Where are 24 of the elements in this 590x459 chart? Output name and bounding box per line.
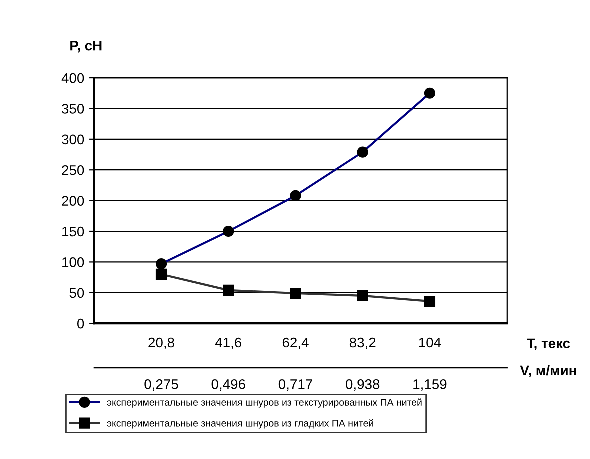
x2-tick-label: 0,938 bbox=[346, 380, 380, 391]
y-tick-label: 350 bbox=[62, 104, 84, 114]
y-tick-label: 100 bbox=[62, 258, 84, 268]
x-tick-label: 41,6 bbox=[215, 338, 242, 350]
y-tick-label: 200 bbox=[62, 196, 84, 206]
x-tick-label: 104 bbox=[419, 338, 442, 348]
legend-label: экспериментальные значения шнуров из текстурированных ПА нитей bbox=[107, 398, 422, 408]
x-tick-label: 20,8 bbox=[148, 338, 174, 350]
y-tick-label: 150 bbox=[62, 226, 84, 237]
x-axis-title: T, текс bbox=[527, 338, 570, 351]
y-axis-title: P, сН bbox=[70, 41, 102, 53]
x2-tick-label: 0,717 bbox=[278, 380, 312, 391]
legend-label: экспериментальные значения шнуров из гладких ПА нитей bbox=[107, 420, 374, 429]
y-tick-label: 400 bbox=[62, 73, 84, 84]
y-tick-label: 0 bbox=[77, 318, 84, 329]
x-tick-label: 83,2 bbox=[350, 338, 376, 350]
y-tick-label: 50 bbox=[70, 288, 84, 298]
x2-tick-label: 0,496 bbox=[212, 380, 246, 391]
y-tick-label: 250 bbox=[62, 165, 84, 176]
x-tick-label: 62,4 bbox=[282, 338, 309, 350]
x2-axis-title: V, м/мин bbox=[520, 365, 576, 378]
x2-tick-label: 1,159 bbox=[414, 380, 447, 391]
y-tick-label: 300 bbox=[62, 134, 84, 145]
x2-tick-label: 0,275 bbox=[144, 380, 178, 391]
